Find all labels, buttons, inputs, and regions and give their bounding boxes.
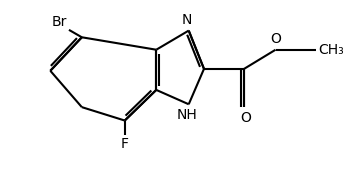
Text: NH: NH bbox=[177, 108, 198, 122]
Text: Br: Br bbox=[52, 15, 67, 29]
Text: O: O bbox=[270, 32, 281, 46]
Text: CH₃: CH₃ bbox=[318, 43, 344, 57]
Text: O: O bbox=[240, 111, 251, 125]
Text: N: N bbox=[182, 13, 192, 27]
Text: F: F bbox=[121, 137, 129, 151]
